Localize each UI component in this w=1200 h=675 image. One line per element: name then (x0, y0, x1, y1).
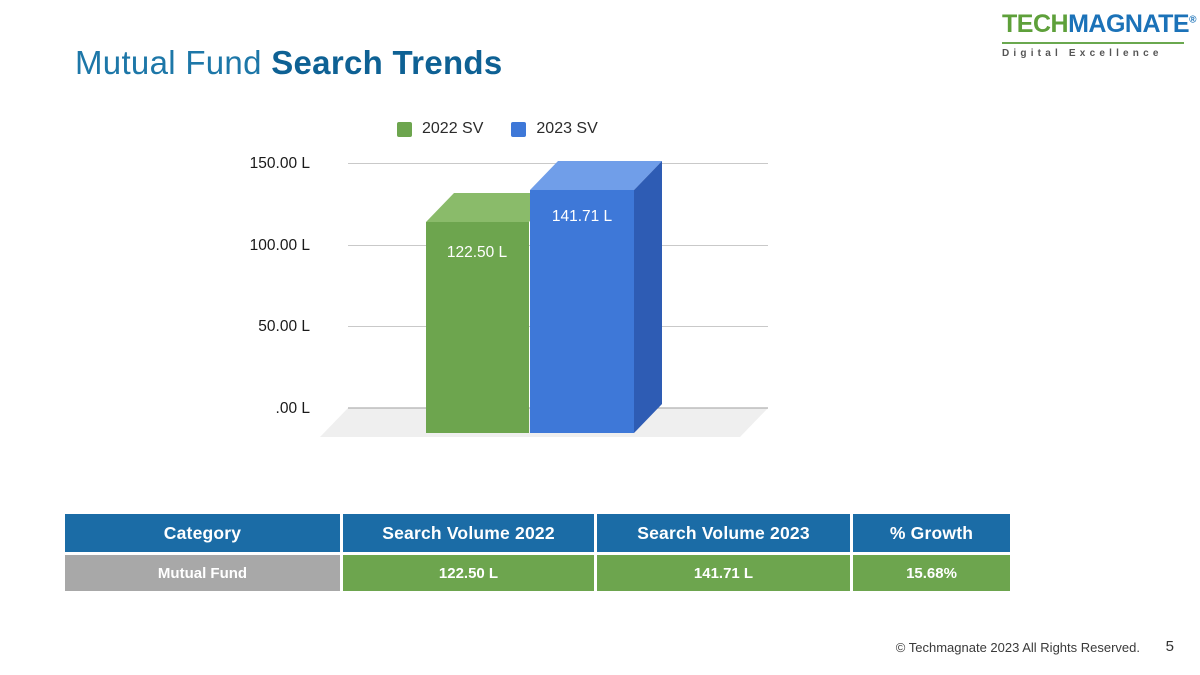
page-title: Mutual Fund Search Trends (75, 44, 503, 82)
bar-2022-top-face (426, 193, 557, 222)
legend-swatch-2022 (397, 121, 412, 137)
bar-2023 (530, 190, 634, 433)
header-cell-sv-2023: Search Volume 2023 (597, 514, 850, 552)
logo-wordmark: TECHMAGNATE® (1002, 10, 1196, 39)
legend-swatch-2023 (511, 121, 527, 137)
header-cell-sv-2022: Search Volume 2022 (343, 514, 594, 552)
bar-2023-top-face (530, 161, 662, 190)
page-title-light: Mutual Fund (75, 44, 262, 81)
summary-table: Category Search Volume 2022 Search Volum… (65, 514, 1010, 591)
legend-label-2022: 2022 SV (422, 120, 484, 137)
cell-growth: 15.68% (853, 555, 1010, 591)
cell-category: Mutual Fund (65, 555, 340, 591)
techmagnate-logo: TECHMAGNATE® Digital Excellence (1002, 10, 1196, 59)
bar-chart: 150.00 L 100.00 L 50.00 L .00 L 122.50 L… (250, 155, 768, 437)
bar-2022 (426, 222, 529, 433)
logo-magnate: MAGNATE (1068, 10, 1190, 38)
y-tick-100: 100.00 L (250, 237, 311, 254)
bar-label-2022: 122.50 L (447, 244, 508, 261)
header-cell-growth: % Growth (853, 514, 1010, 552)
header-cell-category: Category (65, 514, 340, 552)
cell-sv-2023: 141.71 L (597, 555, 850, 591)
cell-sv-2022: 122.50 L (343, 555, 594, 591)
page-number: 5 (1165, 638, 1174, 655)
legend-item-2023: 2023 SV (511, 120, 598, 138)
logo-tagline: Digital Excellence (1002, 48, 1163, 59)
legend-item-2022: 2022 SV (397, 120, 483, 138)
bar-2023-side-face (634, 161, 662, 433)
y-tick-50: 50.00 L (258, 318, 310, 335)
logo-registered-mark: ® (1189, 14, 1196, 26)
bar-label-2023: 141.71 L (552, 208, 613, 225)
y-tick-0: .00 L (276, 400, 311, 417)
footer-copyright: © Techmagnate 2023 All Rights Reserved. (895, 640, 1140, 655)
logo-divider (1002, 42, 1184, 44)
page-title-bold: Search Trends (271, 44, 503, 81)
y-tick-150: 150.00 L (250, 155, 311, 172)
logo-tech: TECH (1002, 10, 1069, 38)
chart-legend: 2022 SV 2023 SV (397, 120, 598, 138)
legend-label-2023: 2023 SV (536, 120, 598, 137)
